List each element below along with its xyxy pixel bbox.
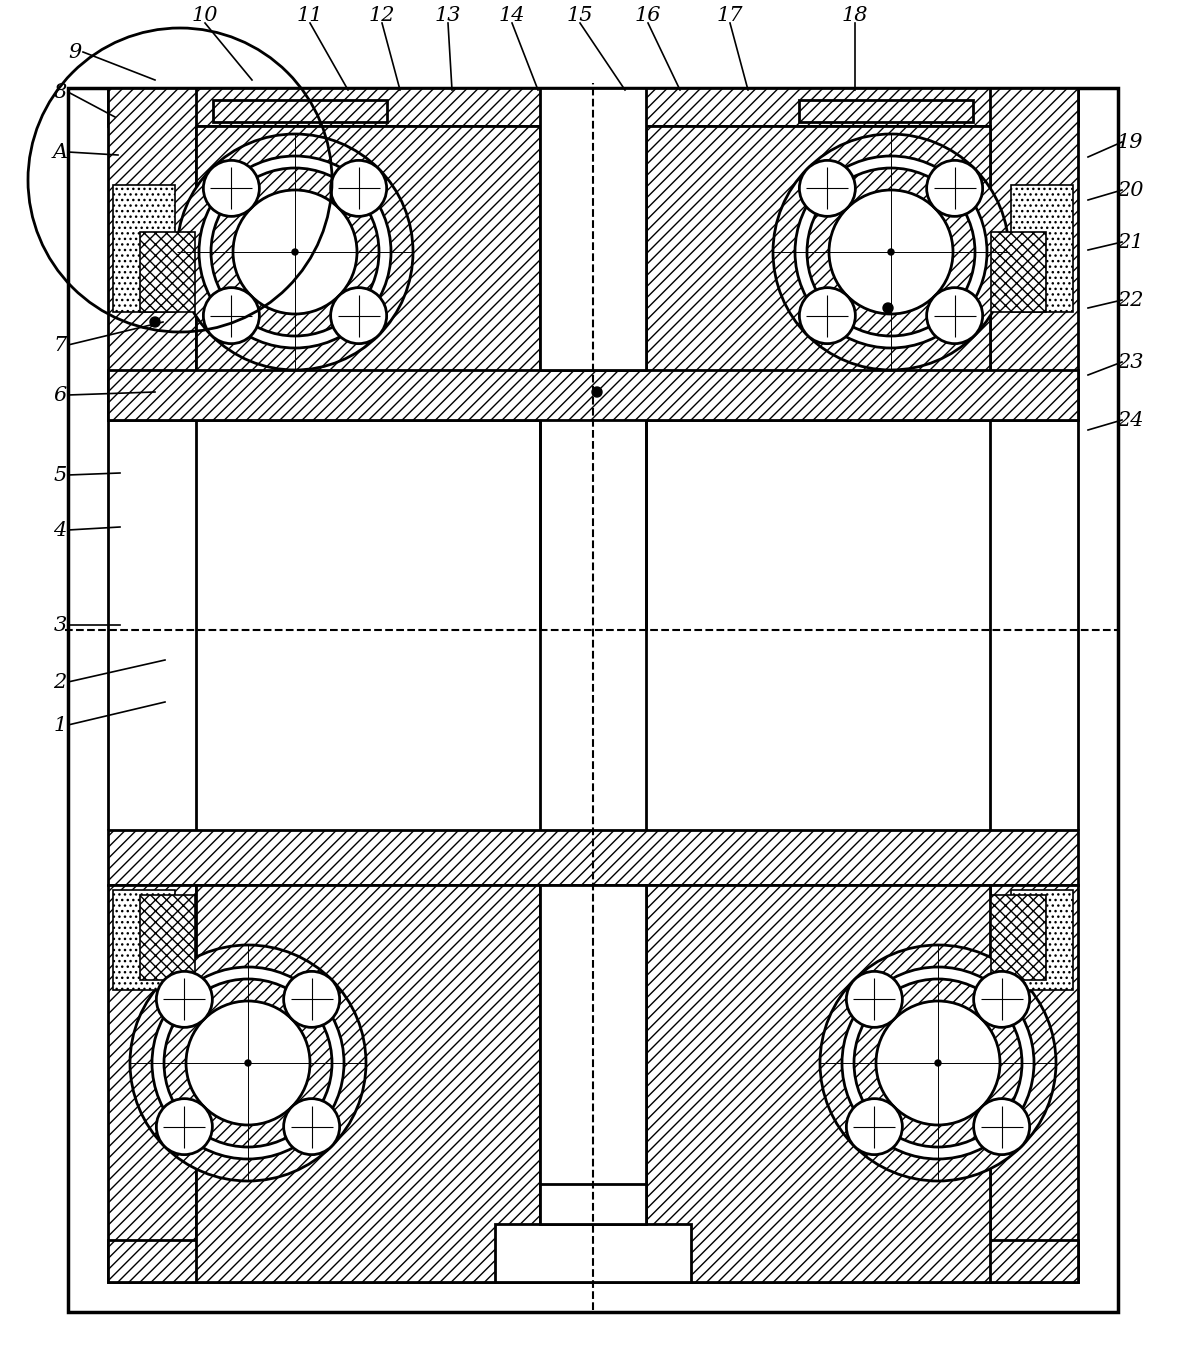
Circle shape	[795, 156, 987, 348]
Circle shape	[876, 1001, 1000, 1125]
Polygon shape	[799, 100, 973, 122]
Text: 2: 2	[53, 673, 66, 692]
Bar	[140, 232, 195, 312]
Text: 17: 17	[716, 5, 744, 25]
Circle shape	[186, 1001, 310, 1125]
Text: 10: 10	[192, 5, 218, 25]
Bar	[108, 88, 1078, 126]
Circle shape	[974, 971, 1029, 1028]
Text: 5: 5	[53, 466, 66, 485]
Circle shape	[186, 1001, 310, 1125]
Text: 20: 20	[1117, 181, 1143, 200]
Bar	[108, 88, 196, 421]
Bar	[540, 885, 646, 1223]
Circle shape	[203, 288, 260, 344]
Circle shape	[829, 190, 954, 314]
Bar	[991, 895, 1046, 980]
Circle shape	[157, 1099, 212, 1155]
Text: 4: 4	[53, 521, 66, 540]
Text: 24: 24	[1117, 411, 1143, 430]
Circle shape	[199, 156, 391, 348]
Circle shape	[926, 160, 983, 216]
Circle shape	[935, 1060, 940, 1066]
Bar	[68, 88, 1118, 1312]
Circle shape	[876, 1001, 1000, 1125]
Bar	[540, 1184, 646, 1223]
Bar	[495, 1223, 691, 1282]
Text: 22: 22	[1117, 290, 1143, 310]
Circle shape	[149, 316, 160, 327]
Text: 16: 16	[635, 5, 662, 25]
Circle shape	[888, 249, 894, 255]
Text: 19: 19	[1117, 133, 1143, 152]
Text: 8: 8	[53, 82, 66, 101]
Bar	[108, 885, 196, 1282]
Text: 3: 3	[53, 615, 66, 634]
Bar	[140, 895, 195, 980]
Circle shape	[799, 160, 855, 216]
Circle shape	[806, 169, 975, 336]
Bar	[540, 88, 646, 370]
Bar	[646, 885, 990, 1282]
Circle shape	[854, 980, 1022, 1147]
Circle shape	[842, 967, 1034, 1159]
Bar	[108, 1240, 1078, 1282]
Circle shape	[152, 967, 344, 1159]
Circle shape	[152, 967, 344, 1159]
Bar	[113, 890, 176, 991]
Circle shape	[842, 967, 1034, 1159]
Bar	[108, 370, 1078, 421]
Circle shape	[799, 288, 855, 344]
Circle shape	[246, 1060, 251, 1066]
Circle shape	[331, 288, 387, 344]
Bar	[991, 232, 1046, 312]
Bar	[990, 885, 1078, 1282]
Text: 21: 21	[1117, 233, 1143, 252]
Circle shape	[164, 980, 332, 1147]
Text: 7: 7	[53, 336, 66, 355]
Bar	[196, 885, 540, 1282]
Circle shape	[847, 971, 903, 1028]
Bar	[990, 88, 1078, 421]
Bar	[646, 126, 990, 421]
Text: 14: 14	[499, 5, 525, 25]
Text: 6: 6	[53, 385, 66, 404]
Circle shape	[203, 160, 260, 216]
Text: 18: 18	[842, 5, 868, 25]
Bar	[196, 126, 540, 421]
Circle shape	[331, 160, 387, 216]
Text: 1: 1	[53, 715, 66, 734]
Text: 13: 13	[435, 5, 461, 25]
Circle shape	[199, 156, 391, 348]
Circle shape	[829, 190, 954, 314]
Bar	[108, 830, 1078, 885]
Text: 23: 23	[1117, 352, 1143, 371]
Text: 9: 9	[69, 42, 82, 62]
Circle shape	[177, 134, 413, 370]
Circle shape	[773, 134, 1009, 370]
Circle shape	[884, 303, 893, 312]
Text: A: A	[52, 142, 68, 162]
Circle shape	[283, 1099, 339, 1155]
Circle shape	[974, 1099, 1029, 1155]
Text: 15: 15	[567, 5, 593, 25]
Text: 12: 12	[369, 5, 395, 25]
Circle shape	[232, 190, 357, 314]
Bar	[1010, 890, 1073, 991]
Circle shape	[926, 288, 983, 344]
Bar	[113, 185, 176, 312]
Circle shape	[211, 169, 380, 336]
Circle shape	[847, 1099, 903, 1155]
Bar	[1010, 185, 1073, 312]
Circle shape	[130, 945, 366, 1181]
Circle shape	[283, 971, 339, 1028]
Circle shape	[820, 945, 1056, 1181]
Circle shape	[795, 156, 987, 348]
Circle shape	[592, 386, 602, 397]
Text: 11: 11	[296, 5, 324, 25]
Circle shape	[292, 249, 298, 255]
Circle shape	[157, 971, 212, 1028]
Circle shape	[232, 190, 357, 314]
Polygon shape	[213, 100, 387, 122]
